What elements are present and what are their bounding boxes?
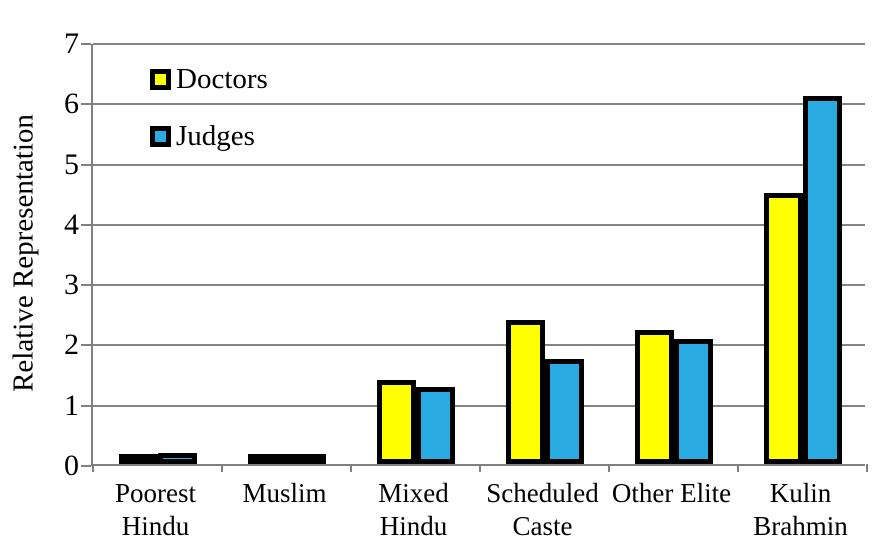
bar-judges-2 xyxy=(415,387,455,464)
gridline-y3 xyxy=(93,284,865,287)
y-tick-label-6: 6 xyxy=(64,87,79,121)
gridline-y1 xyxy=(93,404,865,407)
y-tick-4 xyxy=(81,223,91,226)
legend-item-judges: Judges xyxy=(150,121,268,151)
bar-judges-5 xyxy=(802,96,842,464)
legend-item-doctors: Doctors xyxy=(150,64,268,94)
bar-doctors-0 xyxy=(118,454,158,464)
x-axis-labels: Poorest Hindu Muslim Mixed Hindu Scheduled Cas… xyxy=(91,477,865,552)
x-tick-4 xyxy=(608,464,610,472)
bar-doctors-5 xyxy=(763,192,803,464)
gridline-y6 xyxy=(93,103,865,106)
y-tick-label-0: 0 xyxy=(64,449,79,482)
x-tick-3 xyxy=(479,464,481,472)
y-tick-label-2: 2 xyxy=(64,328,79,362)
x-tick-1 xyxy=(221,464,223,472)
gridline-y4 xyxy=(93,223,865,226)
y-tick-7 xyxy=(81,43,91,45)
bar-judges-4 xyxy=(673,338,713,464)
bar-judges-1 xyxy=(286,454,326,464)
plot-area: 0 1 2 3 4 5 6 7 xyxy=(64,28,868,482)
x-category-label-1: Muslim xyxy=(242,478,327,508)
y-tick-6 xyxy=(81,103,91,106)
y-tick-label-3: 3 xyxy=(64,268,79,302)
x-category-label-2: Mixed Hindu xyxy=(378,478,449,541)
judges-swatch-icon xyxy=(150,125,171,147)
doctors-swatch-icon xyxy=(150,68,171,90)
y-tick-label-1: 1 xyxy=(64,388,79,422)
y-tick-label-5: 5 xyxy=(64,147,79,181)
x-category-label-0: Poorest Hindu xyxy=(115,478,196,541)
bar-doctors-3 xyxy=(505,319,545,464)
y-tick-label-7: 7 xyxy=(64,27,79,60)
legend-label-doctors: Doctors xyxy=(176,63,268,95)
x-tick-6 xyxy=(866,464,868,472)
legend-label-judges: Judges xyxy=(176,120,255,152)
x-category-label-3: Scheduled Caste xyxy=(486,478,599,541)
y-tick-label-4: 4 xyxy=(64,207,79,241)
y-tick-3 xyxy=(81,284,91,287)
x-category-label-5: Kulin Brahmin xyxy=(753,478,848,541)
bar-judges-0 xyxy=(157,452,197,464)
bar-doctors-2 xyxy=(376,379,416,464)
x-category-label-4: Other Elite xyxy=(611,478,732,508)
x-tick-2 xyxy=(350,464,352,472)
x-tick-0 xyxy=(92,464,94,472)
gridline-y7 xyxy=(93,43,865,45)
bar-judges-3 xyxy=(544,358,584,464)
y-tick-2 xyxy=(81,344,91,347)
legend: Doctors Judges xyxy=(150,64,268,178)
bar-doctors-4 xyxy=(634,330,674,464)
x-tick-5 xyxy=(737,464,739,472)
y-tick-0 xyxy=(81,465,91,467)
bar-doctors-1 xyxy=(247,454,287,464)
y-tick-5 xyxy=(81,163,91,166)
y-tick-1 xyxy=(81,404,91,407)
gridline-y5 xyxy=(93,163,865,166)
gridline-y2 xyxy=(93,344,865,347)
